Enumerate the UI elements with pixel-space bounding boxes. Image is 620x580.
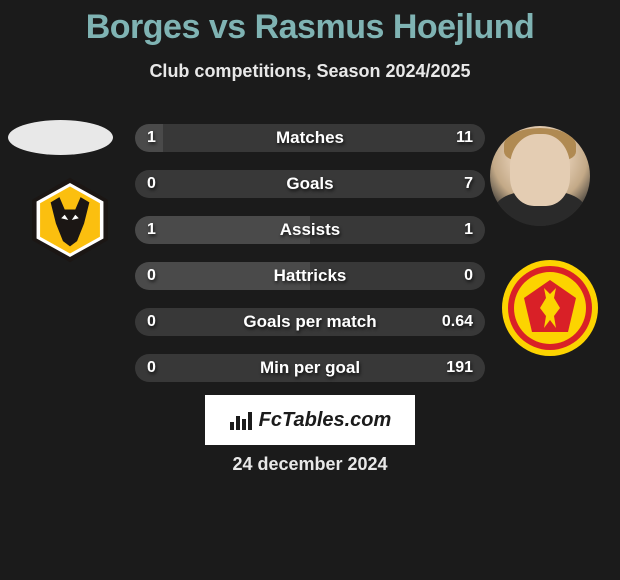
stat-bar-left-fill <box>135 262 310 290</box>
page-title: Borges vs Rasmus Hoejlund <box>0 0 620 47</box>
stat-bar: Matches111 <box>135 124 485 152</box>
stat-bar-bg <box>135 170 485 198</box>
club-crest-left <box>26 176 114 264</box>
date-label: 24 december 2024 <box>0 454 620 475</box>
stat-bar-right-fill <box>163 124 485 152</box>
stat-bar: Goals per match00.64 <box>135 308 485 336</box>
stat-bar-bg <box>135 124 485 152</box>
stat-bar-bg <box>135 308 485 336</box>
fctables-badge: FcTables.com <box>205 395 415 445</box>
stat-bar-bg <box>135 262 485 290</box>
stat-bar: Min per goal0191 <box>135 354 485 382</box>
stat-bar-right-fill <box>135 354 485 382</box>
bars-icon <box>229 410 253 430</box>
stats-bars: Matches111 Goals07 Assists11 Hattricks00 Goa… <box>135 124 485 400</box>
stat-bar-bg <box>135 354 485 382</box>
club-crest-right <box>500 258 600 358</box>
comparison-infographic: Borges vs Rasmus Hoejlund Club competiti… <box>0 0 620 580</box>
page-subtitle: Club competitions, Season 2024/2025 <box>0 61 620 82</box>
stat-bar-left-fill <box>135 124 163 152</box>
stat-bar: Hattricks00 <box>135 262 485 290</box>
stat-bar-right-fill <box>310 216 485 244</box>
fctables-label: FcTables.com <box>259 409 392 432</box>
stat-bar: Goals07 <box>135 170 485 198</box>
stat-bar-right-fill <box>135 170 485 198</box>
stat-bar-bg <box>135 216 485 244</box>
stat-bar-right-fill <box>310 262 485 290</box>
stat-bar-right-fill <box>135 308 485 336</box>
stat-bar: Assists11 <box>135 216 485 244</box>
stat-bar-left-fill <box>135 216 310 244</box>
player-left-avatar <box>8 120 113 155</box>
player-right-avatar <box>490 126 590 226</box>
